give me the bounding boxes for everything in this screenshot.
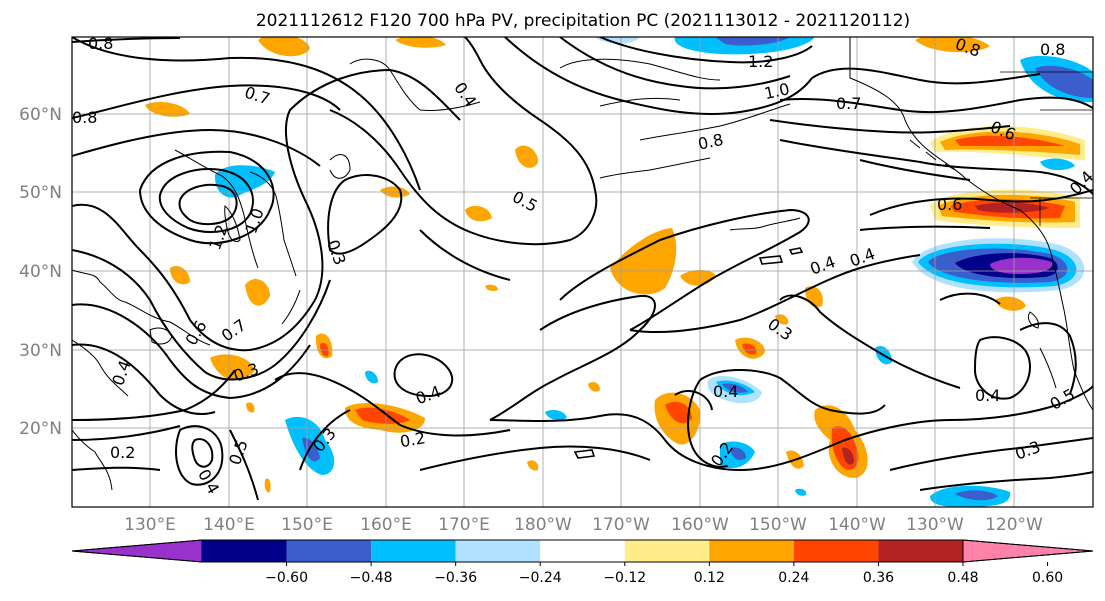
lon-label: 180°W: [514, 515, 572, 535]
colorbar-tick-label: −0.12: [603, 570, 646, 586]
colorbar-extend-max: [962, 539, 1094, 563]
colorbar-tick-label: −0.60: [265, 570, 308, 586]
contour-label: 0.8: [72, 108, 97, 127]
lat-label: 30°N: [19, 341, 62, 361]
colorbar-extend-min: [71, 539, 203, 563]
colorbar: −0.60 −0.48 −0.36 −0.24 −0.12 0.12 0.24 0.36 0.4…: [71, 539, 1094, 586]
lon-label: 150°E: [281, 515, 333, 535]
colorbar-segment: [455, 540, 541, 562]
colorbar-segment: [286, 540, 372, 562]
lon-label: 140°E: [203, 515, 255, 535]
contour-label: 0.8: [88, 34, 113, 53]
map-title: 2021112612 F120 700 hPa PV, precipitatio…: [256, 11, 910, 31]
colorbar-tick-label: 0.12: [694, 570, 725, 586]
colorbar-segment: [624, 540, 710, 562]
colorbar-tick-label: 0.24: [778, 570, 809, 586]
map-frame: [71, 36, 1094, 508]
lon-label: 170°E: [438, 515, 490, 535]
contour-label: 0.8: [696, 130, 725, 154]
graticule: [72, 37, 1093, 507]
lon-label: 150°W: [749, 515, 807, 535]
contour-label: 0.8: [1040, 40, 1065, 59]
colorbar-segment: [793, 540, 879, 562]
colorbar-segment: [202, 540, 287, 562]
contour-label: 0.4: [975, 386, 1000, 405]
lon-label: 140°W: [828, 515, 886, 535]
colorbar-tick-label: −0.24: [519, 570, 562, 586]
colorbar-tick-label: 0.36: [863, 570, 894, 586]
lon-label: 170°W: [592, 515, 650, 535]
colorbar-tick-label: −0.48: [350, 570, 393, 586]
latitude-labels: 60°N 50°N 40°N 30°N 20°N: [19, 105, 62, 439]
colorbar-segment: [709, 540, 794, 562]
contour-label: 0.7: [836, 94, 861, 113]
colorbar-outline: [71, 539, 1094, 563]
precipitation-shading: [145, 37, 1093, 507]
contour-label: 0.2: [110, 443, 135, 462]
colorbar-segment: [878, 540, 963, 562]
contour-label: 0.4: [713, 382, 738, 401]
map-panel: 0.8 0.8 0.7 0.4 1.2 1.0 0.7 0.8 0.8 0.8 …: [72, 34, 1093, 507]
contour-label: 0.6: [937, 195, 962, 214]
lat-label: 60°N: [19, 105, 62, 125]
longitude-labels: 130°E 140°E 150°E 160°E 170°E 180°W 170°…: [124, 515, 1043, 535]
lat-label: 50°N: [19, 183, 62, 203]
colorbar-tick-label: 0.60: [1032, 570, 1063, 586]
lat-label: 20°N: [19, 419, 62, 439]
lon-label: 130°E: [124, 515, 176, 535]
small-contours: [573, 247, 804, 459]
contour-label: 0.2: [398, 428, 426, 451]
coastlines: [72, 37, 1093, 491]
lon-label: 160°W: [671, 515, 729, 535]
colorbar-tick-label: −0.36: [434, 570, 477, 586]
pv-contours: [72, 37, 1093, 501]
lat-label: 40°N: [19, 262, 62, 282]
lon-label: 160°E: [360, 515, 412, 535]
colorbar-segment: [371, 540, 456, 562]
colorbar-segment: [540, 540, 625, 562]
contour-label: 1.0: [762, 79, 791, 103]
lon-label: 120°W: [985, 515, 1043, 535]
lon-label: 130°W: [906, 515, 964, 535]
colorbar-tick-label: 0.48: [947, 570, 978, 586]
contour-label: 1.2: [748, 52, 773, 71]
